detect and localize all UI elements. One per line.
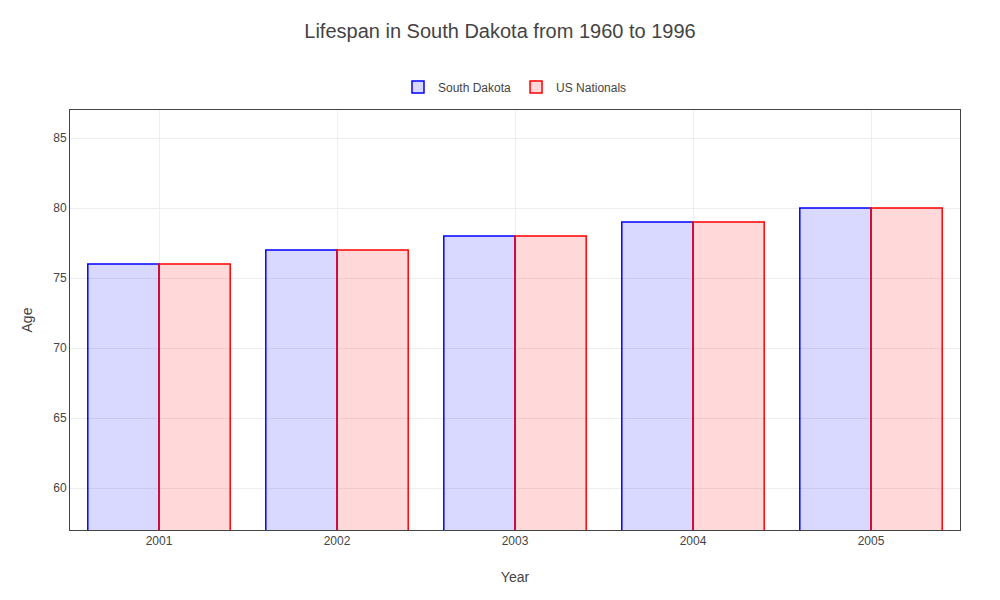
svg-text:2003: 2003 [502,534,529,548]
svg-text:85: 85 [53,131,67,145]
svg-text:Lifespan in South Dakota from: Lifespan in South Dakota from 1960 to 19… [304,20,695,42]
svg-text:Age: Age [19,307,35,332]
svg-text:70: 70 [53,341,67,355]
svg-text:75: 75 [53,271,67,285]
svg-text:65: 65 [53,411,67,425]
svg-text:2005: 2005 [858,534,885,548]
svg-text:South Dakota: South Dakota [438,81,511,95]
svg-text:Year: Year [501,569,530,585]
svg-text:60: 60 [53,481,67,495]
svg-text:2002: 2002 [324,534,351,548]
svg-text:US Nationals: US Nationals [556,81,626,95]
svg-text:80: 80 [53,201,67,215]
svg-text:2001: 2001 [146,534,173,548]
svg-text:2004: 2004 [680,534,707,548]
